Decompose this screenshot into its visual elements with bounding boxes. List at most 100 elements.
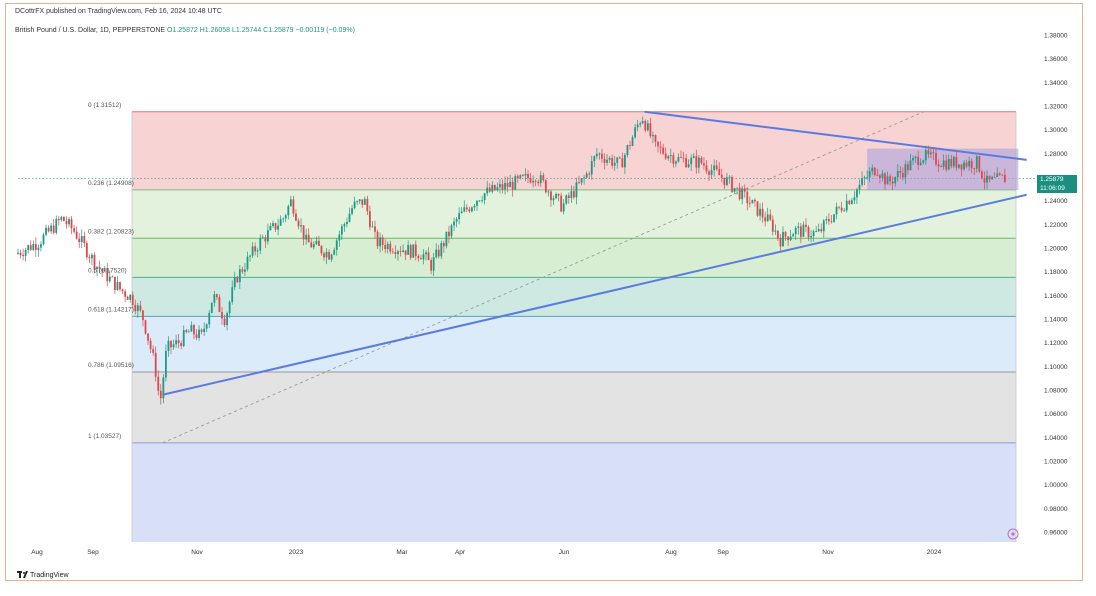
candle [471, 206, 473, 213]
candle [60, 215, 63, 222]
candle-body [692, 156, 695, 158]
candle-body [922, 160, 925, 163]
candle-body [968, 160, 971, 167]
candle-body [157, 376, 160, 391]
tradingview-logo-icon [17, 571, 28, 578]
fib-level-labels: 0 (1.31512) 0.236 (1.24908) 0.382 (1.20823… [88, 102, 134, 440]
time-tick-label: 2024 [927, 549, 942, 556]
candle [738, 182, 741, 201]
candle-body [246, 256, 249, 270]
symbol-legend[interactable]: British Pound / U.S. Dollar, 1D, PEPPERS… [15, 27, 355, 34]
candle [743, 184, 746, 198]
candle [532, 175, 534, 188]
candle [251, 242, 254, 259]
candle-body [996, 173, 999, 177]
candle-body [682, 157, 685, 159]
candle-body [409, 245, 412, 258]
candle-body [537, 181, 540, 184]
candle [748, 196, 751, 208]
candle [624, 152, 626, 175]
fib-label-0.382: 0.382 (1.20823) [88, 228, 134, 235]
candle-body [636, 124, 639, 128]
candle-body [593, 156, 596, 162]
candle [284, 213, 287, 223]
candle-body [162, 377, 165, 399]
candle [320, 245, 323, 256]
candle [98, 260, 101, 274]
candle-body [580, 178, 583, 183]
candle-body [277, 225, 279, 230]
candle [575, 177, 578, 205]
settings-circle-icon-dot [1011, 532, 1015, 536]
candle-body [335, 240, 338, 250]
candle [297, 218, 300, 230]
candle-body [93, 254, 96, 270]
candle [891, 176, 894, 190]
candle-body [63, 216, 65, 222]
candle [965, 159, 968, 169]
candle [728, 175, 731, 184]
candle-body [873, 167, 876, 176]
candle [522, 174, 524, 177]
candle [478, 200, 481, 202]
candle [593, 155, 596, 168]
price-tick-label: 1.30000 [1044, 127, 1068, 134]
candle [779, 233, 782, 253]
candle-body [595, 153, 598, 157]
candle-body [728, 176, 731, 178]
candle [766, 207, 769, 222]
candle [644, 119, 647, 133]
candle-body [264, 237, 267, 242]
candle-body [578, 182, 580, 184]
candle-body [318, 240, 320, 246]
settings-circle-icon [1007, 528, 1019, 540]
candle-body [42, 234, 45, 245]
candle-body [481, 200, 483, 201]
candle-body [896, 170, 899, 178]
candle [430, 257, 432, 275]
candle-body [723, 177, 726, 185]
candle-body [142, 310, 144, 321]
candle [195, 329, 198, 341]
candle [695, 149, 698, 174]
candle-body [29, 245, 32, 250]
candle [440, 240, 443, 260]
price-tick-label: 1.34000 [1044, 80, 1068, 87]
candle-body [333, 249, 336, 255]
candle [231, 280, 234, 305]
candle-body [486, 187, 489, 194]
candle-body [32, 243, 35, 250]
time-tick-label: Nov [191, 549, 203, 556]
candle [93, 252, 96, 274]
candle-body [430, 260, 432, 271]
candle-body [756, 201, 759, 216]
candle-body [45, 227, 47, 235]
candle-body [945, 160, 948, 170]
candle-body [88, 257, 91, 259]
candle [448, 225, 450, 244]
candle-body [305, 234, 308, 240]
candle-body [845, 200, 848, 211]
candle-body [963, 162, 965, 170]
candle [180, 340, 183, 350]
candle [437, 244, 440, 259]
candle [960, 164, 963, 177]
candle [657, 141, 659, 153]
candle [119, 281, 121, 292]
candle-body [797, 226, 800, 228]
trend-lines[interactable] [162, 110, 1027, 444]
candle [241, 266, 244, 274]
candle-body [463, 207, 466, 212]
candle-body [124, 291, 126, 297]
candle-body [458, 213, 461, 220]
candle [879, 173, 881, 184]
candle [42, 232, 45, 246]
candle-body [391, 251, 394, 253]
candle [654, 134, 657, 147]
candle-body [417, 256, 420, 259]
candle [853, 191, 856, 205]
candle-body [858, 184, 861, 190]
candle [414, 240, 417, 261]
tradingview-logo[interactable]: TradingView [17, 571, 69, 579]
